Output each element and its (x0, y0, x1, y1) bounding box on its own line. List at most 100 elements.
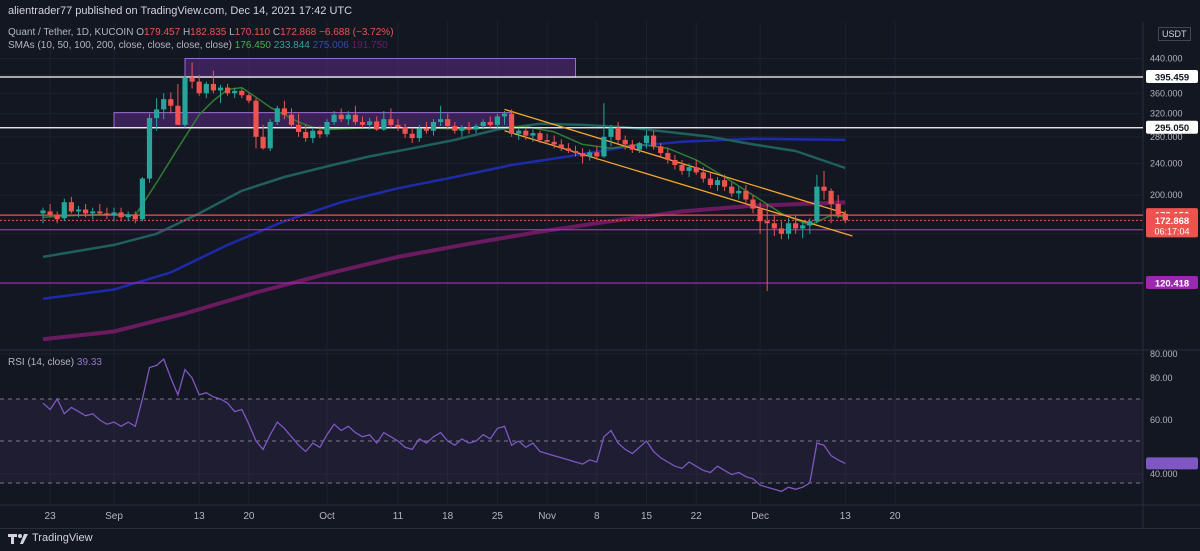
level-tag: 395.459 (1146, 70, 1198, 84)
candle (395, 119, 401, 131)
candle-body (367, 121, 373, 125)
candle-body (288, 114, 295, 125)
candle-body (225, 87, 231, 94)
candle (111, 207, 117, 222)
candle-body (771, 223, 777, 229)
candle-body (438, 119, 444, 122)
top-bar: alientrader77 published on TradingView.c… (0, 0, 1200, 23)
candle (310, 127, 316, 144)
candle (778, 221, 784, 240)
candle (146, 113, 153, 183)
level-tag-text: 295.050 (1155, 123, 1189, 134)
candle (835, 195, 841, 219)
candle-body (594, 152, 600, 157)
candle-body (281, 108, 287, 115)
candle (651, 130, 657, 150)
change-value: −6.688 (−3.72%) (319, 27, 394, 38)
candle-body (487, 121, 493, 125)
candle-body (750, 199, 756, 209)
candle (125, 211, 131, 222)
candle-body (551, 141, 557, 145)
candle-body (622, 139, 628, 145)
candle-body (651, 135, 657, 147)
candle-body (168, 99, 174, 106)
candle-body (61, 202, 67, 219)
candle (296, 113, 302, 137)
level-tag-bg (1146, 120, 1198, 134)
candle (629, 139, 635, 154)
candle-body (793, 223, 799, 229)
candle-body (203, 83, 209, 94)
candle-body (501, 113, 508, 117)
candle (473, 123, 479, 134)
candle-body (658, 146, 664, 154)
candle (587, 149, 593, 161)
candle-body (239, 90, 245, 96)
candle-body (338, 114, 344, 120)
rsi-legend: RSI (14, close) 39.33 (8, 357, 102, 368)
candle (132, 211, 138, 224)
candle-body (572, 150, 579, 154)
candle (494, 113, 500, 128)
candle-body (217, 87, 224, 91)
candle-body (395, 124, 401, 128)
candle (303, 124, 309, 142)
candle (565, 143, 571, 154)
candle-body (303, 131, 309, 139)
x-tick-label: 23 (45, 511, 57, 522)
sma-legend: SMAs (10, 50, 100, 200, close, close, cl… (8, 40, 388, 51)
candle (416, 124, 422, 142)
candle (225, 83, 231, 96)
candle (516, 127, 522, 140)
candle (381, 110, 387, 131)
candle-body (182, 77, 188, 125)
candle (736, 186, 742, 200)
candle-body (310, 130, 316, 139)
candle-body (643, 135, 650, 144)
candle-body (104, 213, 110, 216)
candle-body (785, 223, 792, 234)
candle-body (565, 148, 571, 151)
candle (672, 155, 678, 170)
candle-body (452, 126, 458, 131)
symbol-legend: Quant / Tether, 1D, KUCOIN O179.457 H182… (8, 27, 394, 38)
candle (636, 141, 642, 154)
candle (239, 88, 245, 99)
candle-body (232, 90, 238, 94)
level-tag-bg (1146, 276, 1198, 289)
candle-body (40, 210, 46, 214)
candle (154, 98, 160, 131)
candle (523, 127, 529, 140)
candle (743, 185, 749, 204)
candle-body (480, 121, 486, 127)
tradingview-logo[interactable]: TradingView (8, 532, 93, 544)
x-tick-label: Dec (751, 511, 769, 522)
candle (842, 210, 848, 224)
candle (40, 207, 46, 224)
price-chart[interactable]: 23 Sep 13 20 Oct 11 18 25 Nov 8 15 22 Dec 13 20 40.000 8… (0, 22, 1200, 528)
candle (83, 203, 89, 218)
rsi-value: 39.33 (76, 357, 102, 368)
candle-body (125, 214, 131, 218)
candle-body (743, 190, 749, 200)
candle (189, 62, 195, 89)
candle-body (729, 186, 735, 194)
candles (40, 62, 848, 291)
sma-label: SMAs (10, 50, 100, 200, close, close, cl… (8, 40, 232, 51)
candle (118, 207, 124, 222)
candle (750, 195, 756, 214)
candle (530, 129, 536, 142)
sma50-value: 233.844 (273, 40, 310, 51)
candle-body (615, 127, 621, 140)
candle-body (736, 190, 742, 194)
candle-body (821, 186, 827, 191)
rsi-tick-label: 80.00 (1150, 373, 1173, 383)
candle-body (530, 133, 536, 136)
candle (203, 81, 209, 99)
candle-body (778, 228, 784, 234)
candle (700, 167, 706, 183)
candle-body (274, 108, 280, 122)
candle (615, 121, 621, 144)
candle (359, 116, 366, 128)
candle-body (835, 203, 841, 215)
